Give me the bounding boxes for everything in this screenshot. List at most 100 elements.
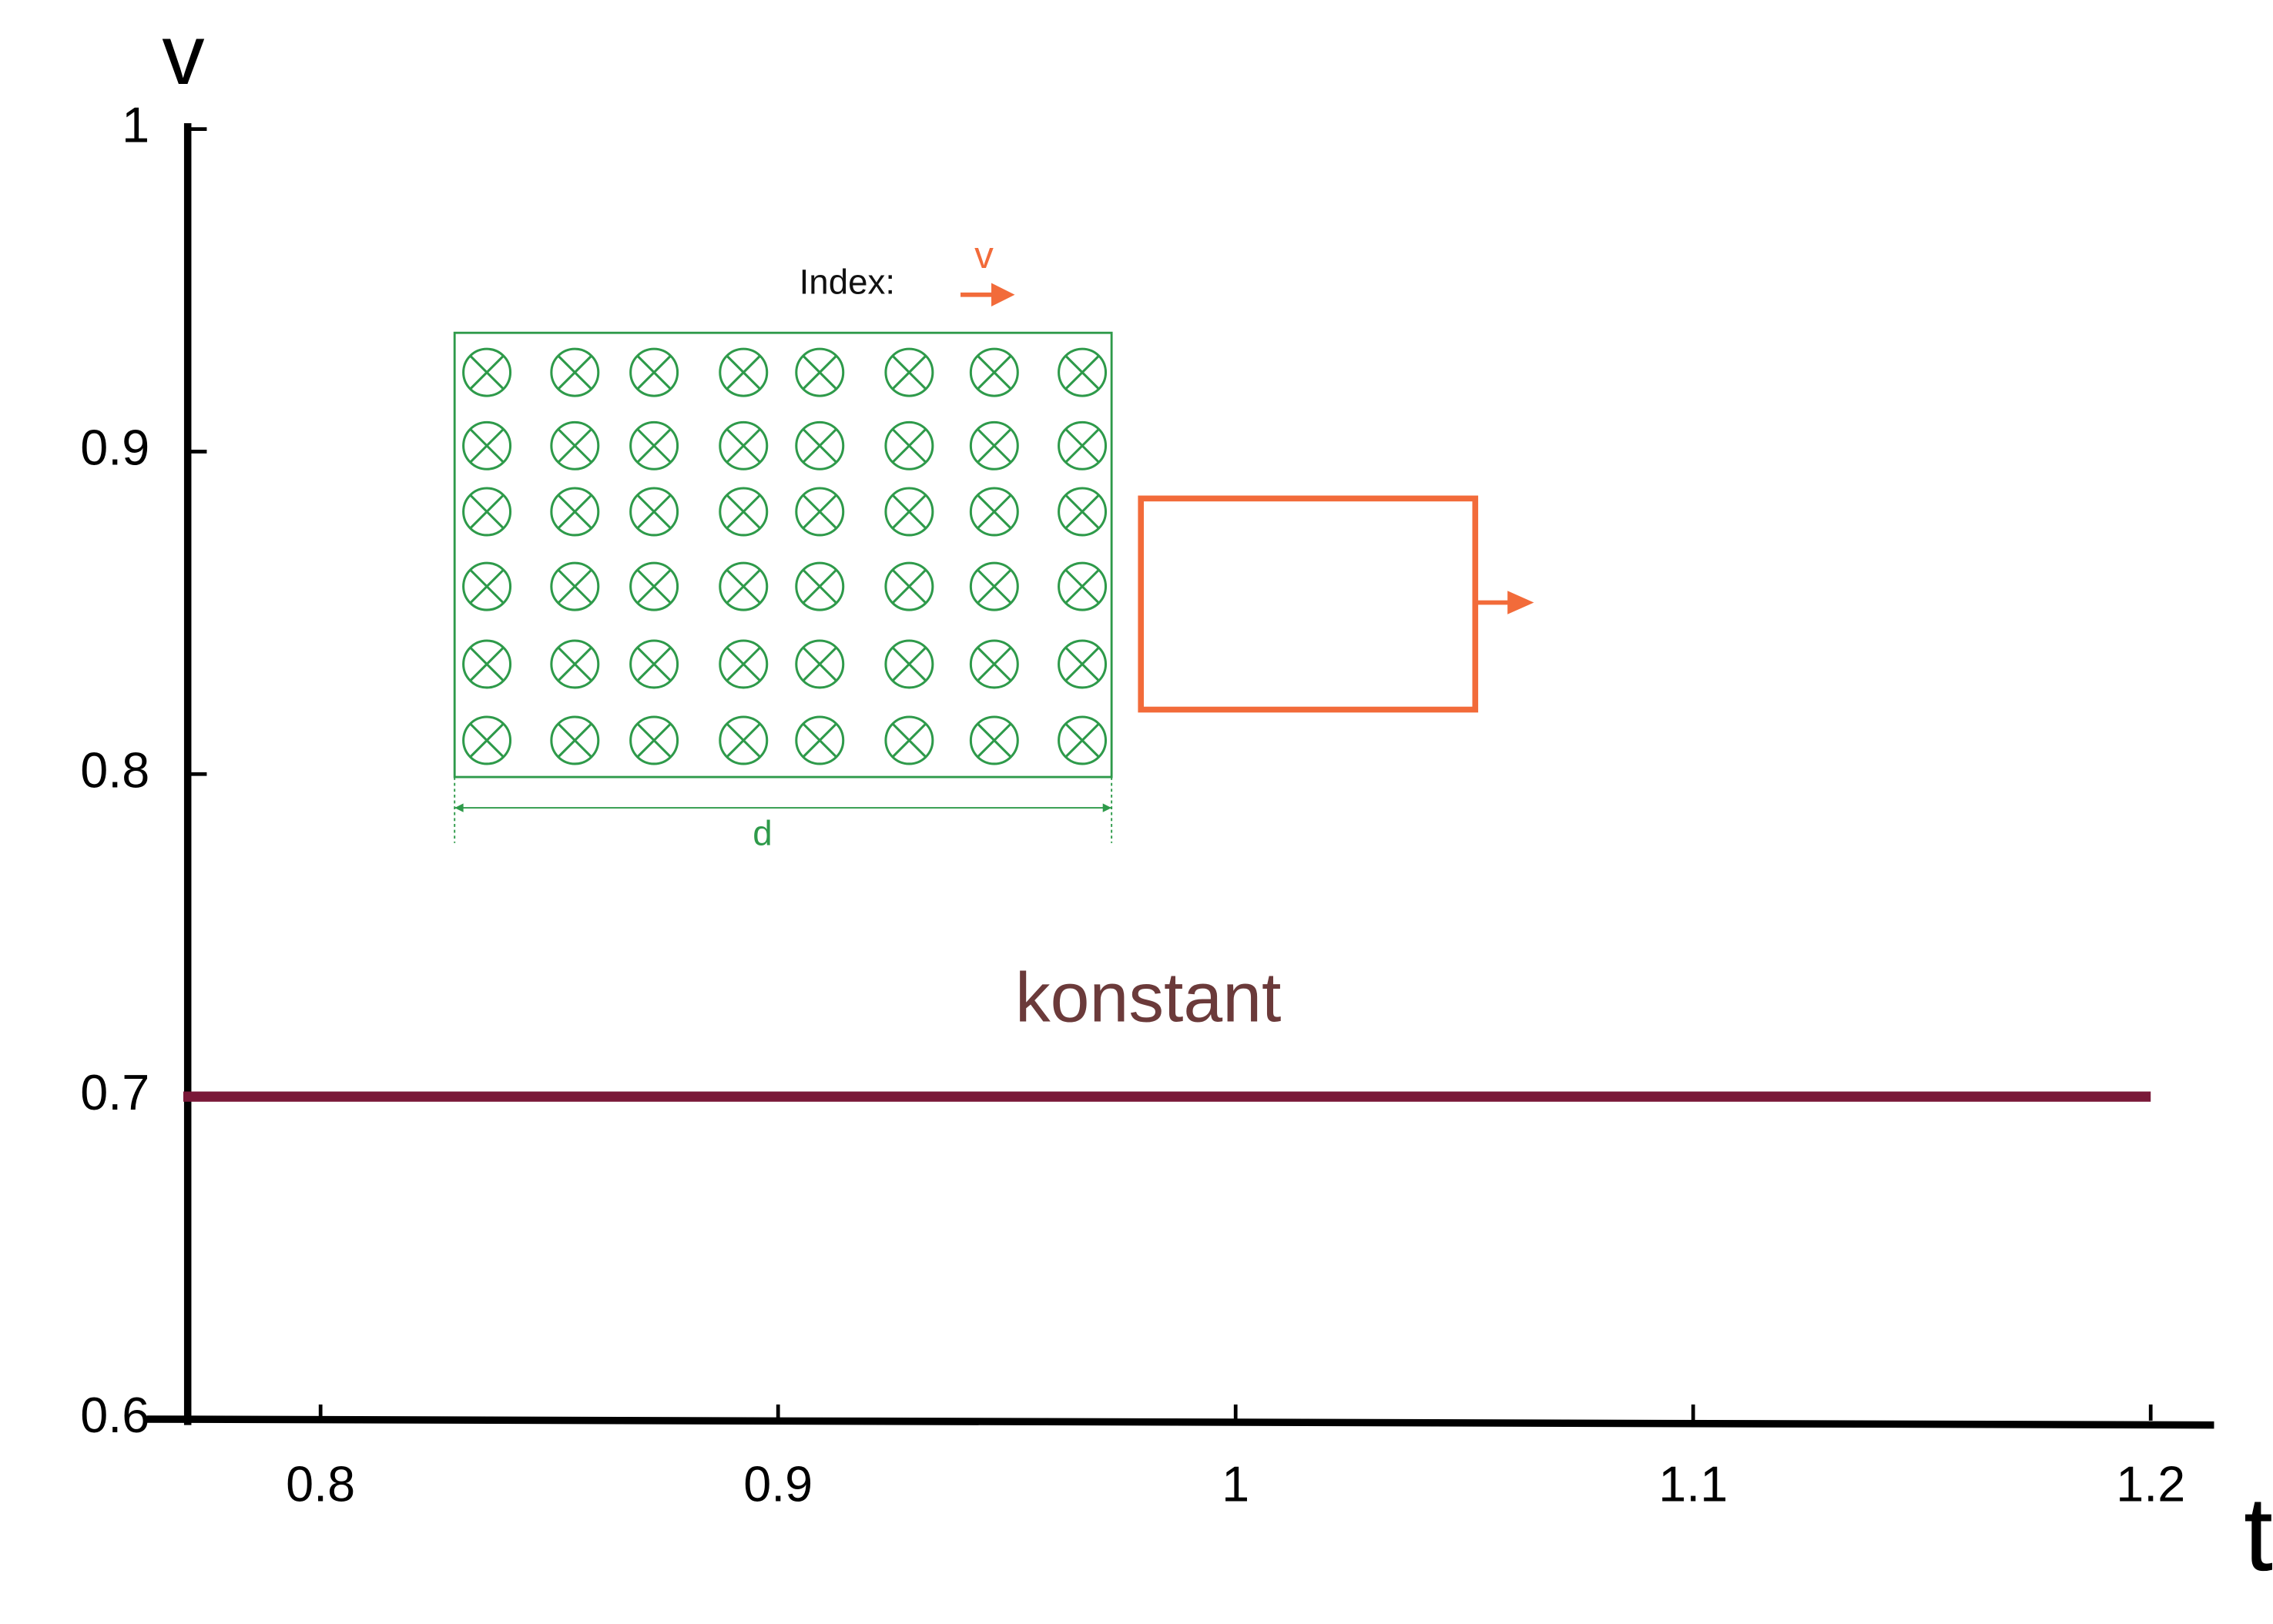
field-symbol — [629, 420, 679, 470]
field-cross — [802, 428, 837, 464]
field-symbol — [719, 487, 769, 537]
field-cross — [557, 568, 592, 604]
field-symbol — [1058, 347, 1108, 397]
field-cross — [636, 355, 672, 390]
field-cross — [977, 428, 1012, 464]
x-tick-label: 1.2 — [2116, 1456, 2185, 1512]
field-cross — [726, 355, 761, 390]
field-cross — [469, 722, 505, 758]
field-symbol — [795, 420, 845, 470]
field-symbol — [969, 715, 1019, 765]
x-tick-label: 0.8 — [286, 1456, 355, 1512]
field-cross — [557, 355, 592, 390]
x-tick-label: 0.9 — [743, 1456, 813, 1512]
field-cross — [636, 494, 672, 530]
field-symbol — [795, 347, 845, 397]
field-cross — [1064, 646, 1100, 682]
field-cross — [891, 722, 927, 758]
field-symbol — [1058, 561, 1108, 611]
field-symbol — [550, 561, 600, 611]
field-symbol — [884, 420, 934, 470]
field-cross — [802, 568, 837, 604]
field-cross — [557, 494, 592, 530]
field-symbol — [719, 347, 769, 397]
y-tick-label: 0.9 — [80, 420, 149, 476]
field-symbol — [629, 639, 679, 689]
field-cross — [557, 646, 592, 682]
y-axis-label: v — [162, 8, 204, 102]
velocity-arrowhead — [991, 283, 1015, 306]
field-symbol — [629, 347, 679, 397]
field-symbol — [969, 487, 1019, 537]
field-symbol — [795, 561, 845, 611]
field-symbol — [795, 487, 845, 537]
field-symbol — [884, 487, 934, 537]
field-cross — [891, 646, 927, 682]
field-symbol — [969, 561, 1019, 611]
field-cross — [977, 355, 1012, 390]
field-symbol — [550, 347, 600, 397]
field-symbol — [719, 715, 769, 765]
field-symbol — [884, 347, 934, 397]
field-symbol — [969, 420, 1019, 470]
field-cross — [977, 494, 1012, 530]
field-symbol — [1058, 420, 1108, 470]
width-label: d — [753, 813, 772, 852]
field-symbol — [1058, 639, 1108, 689]
y-tick-label: 0.6 — [80, 1387, 149, 1443]
field-symbol — [550, 715, 600, 765]
field-cross — [891, 355, 927, 390]
field-symbol — [462, 347, 512, 397]
field-cross — [891, 428, 927, 464]
field-cross — [636, 568, 672, 604]
field-symbol — [550, 487, 600, 537]
field-cross — [977, 646, 1012, 682]
field-symbol — [550, 420, 600, 470]
field-region — [453, 331, 1113, 779]
y-tick-label: 0.7 — [80, 1064, 149, 1120]
field-symbol — [719, 561, 769, 611]
index-label: Index: — [800, 262, 895, 301]
field-cross — [726, 428, 761, 464]
field-symbol — [1058, 715, 1108, 765]
x-tick-label: 1.1 — [1658, 1456, 1728, 1512]
field-symbol — [462, 561, 512, 611]
field-symbol — [969, 639, 1019, 689]
field-cross — [469, 568, 505, 604]
field-symbol — [629, 715, 679, 765]
field-cross — [557, 428, 592, 464]
field-cross — [636, 646, 672, 682]
field-symbol — [462, 715, 512, 765]
velocity-label: v — [974, 234, 994, 276]
field-symbol — [795, 639, 845, 689]
field-symbol — [884, 639, 934, 689]
field-symbol — [462, 639, 512, 689]
y-tick-label: 0.8 — [80, 742, 149, 798]
field-symbol — [550, 639, 600, 689]
y-tick-label: 1 — [122, 97, 149, 153]
field-symbol — [884, 715, 934, 765]
field-cross — [469, 355, 505, 390]
loop-arrowhead — [1507, 591, 1534, 614]
x-axis-label: t — [2244, 1475, 2273, 1593]
field-cross — [469, 646, 505, 682]
field-cross — [1064, 568, 1100, 604]
field-symbol — [462, 420, 512, 470]
field-cross — [469, 494, 505, 530]
field-cross — [469, 428, 505, 464]
field-cross — [977, 722, 1012, 758]
field-symbol — [884, 561, 934, 611]
field-cross — [726, 646, 761, 682]
field-cross — [726, 722, 761, 758]
field-cross — [891, 494, 927, 530]
field-cross — [802, 494, 837, 530]
field-cross — [1064, 722, 1100, 758]
field-symbol — [629, 561, 679, 611]
field-symbol — [1058, 487, 1108, 537]
field-cross — [891, 568, 927, 604]
field-symbol — [719, 420, 769, 470]
field-symbol — [969, 347, 1019, 397]
x-tick-label: 1 — [1222, 1456, 1249, 1512]
